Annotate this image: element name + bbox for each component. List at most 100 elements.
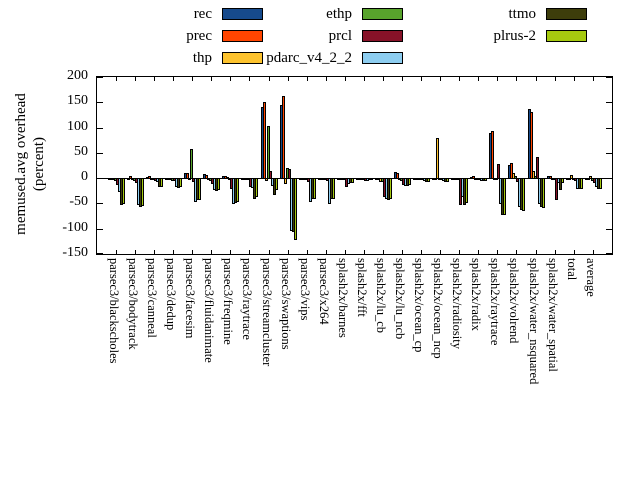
legend-label: prec: [186, 28, 212, 44]
x-axis-label: parsec3/swaptions: [279, 258, 293, 350]
y-tick: [97, 128, 103, 129]
bar-prec: [587, 178, 590, 180]
x-axis-label: parsec3/dedup: [164, 258, 178, 331]
x-tick-bottom: [230, 250, 231, 254]
x-tick-bottom: [440, 250, 441, 254]
legend-swatch: [546, 30, 587, 42]
legend-label: pdarc_v4_2_2: [266, 50, 352, 66]
x-axis-label: parsec3/bodytrack: [126, 258, 140, 350]
bar-plrus-2: [599, 178, 602, 189]
bar-ethp: [190, 149, 193, 179]
x-tick-bottom: [478, 250, 479, 254]
bar-thp: [265, 178, 268, 181]
bar-plrus-2: [503, 178, 506, 215]
bar-thp: [188, 178, 191, 180]
x-axis-label: splash2x/volrend: [507, 258, 521, 344]
x-tick-bottom: [249, 250, 250, 254]
x-tick-top: [364, 77, 365, 81]
zero-baseline: [97, 178, 612, 179]
legend-column: ttmo plrus-2: [430, 6, 587, 50]
bar-plrus-2: [198, 178, 201, 200]
legend-label: plrus-2: [493, 28, 537, 44]
x-tick-top: [211, 77, 212, 81]
x-axis-label: splash2x/radix: [469, 258, 483, 331]
x-tick-top: [269, 77, 270, 81]
bar-prcl: [555, 178, 558, 200]
x-axis-label: splash2x/lu_cb: [374, 258, 388, 333]
legend-item-prcl: prcl: [222, 28, 403, 44]
bar-prec: [186, 173, 189, 179]
x-axis-label: parsec3/facesim: [183, 258, 197, 339]
y-axis-tick-label: -100: [62, 220, 88, 235]
y-axis-tick-label: -50: [69, 194, 88, 209]
x-tick-top: [536, 77, 537, 81]
x-tick-top: [421, 77, 422, 81]
x-tick-bottom: [192, 250, 193, 254]
legend-label: rec: [193, 6, 212, 22]
bar-prec: [510, 163, 513, 179]
x-tick-top: [574, 77, 575, 81]
legend-swatch: [362, 52, 403, 64]
x-tick-top: [345, 77, 346, 81]
bar-plrus-2: [427, 178, 430, 182]
y-tick: [97, 253, 103, 254]
legend-item-rec: rec: [112, 6, 263, 22]
legend-swatch: [362, 8, 403, 20]
x-axis-label: splash2x/water_spatial: [546, 258, 560, 372]
bar-prec: [148, 176, 151, 179]
bar-prec: [205, 175, 208, 179]
y-tick: [97, 77, 103, 78]
y-tick: [606, 203, 612, 204]
bar-plrus-2: [561, 178, 564, 183]
legend-label: ttmo: [508, 6, 536, 22]
bar-plrus-2: [522, 178, 525, 211]
bar-prcl: [288, 169, 291, 179]
bar-plrus-2: [408, 178, 411, 185]
x-tick-top: [249, 77, 250, 81]
x-tick-bottom: [402, 250, 403, 254]
x-tick-bottom: [173, 250, 174, 254]
legend-item-ttmo: ttmo: [430, 6, 587, 22]
bar-plrus-2: [580, 178, 583, 189]
x-tick-top: [154, 77, 155, 81]
x-axis-label: splash2x/radiosity: [450, 258, 464, 349]
bar-prec: [263, 102, 266, 179]
bar-thp: [570, 175, 573, 179]
x-tick-bottom: [288, 250, 289, 254]
bar-plrus-2: [465, 178, 468, 203]
bar-prcl: [536, 157, 539, 179]
y-axis-title-line2: (percent): [31, 136, 47, 192]
bar-prec: [129, 176, 132, 179]
bar-thp: [436, 138, 439, 179]
y-tick: [97, 203, 103, 204]
x-axis-label: splash2x/fft: [355, 258, 369, 317]
x-tick-top: [173, 77, 174, 81]
x-tick-bottom: [364, 250, 365, 254]
bar-plrus-2: [141, 178, 144, 206]
y-axis-tick-label: 150: [67, 93, 88, 108]
chart-legend: rec prec thp ethp prcl pdarc_v4_2_2 ttmo plrus-…: [0, 6, 640, 68]
x-tick-top: [402, 77, 403, 81]
bar-ethp: [514, 176, 517, 179]
y-tick: [97, 229, 103, 230]
y-tick: [97, 102, 103, 103]
x-axis-label: parsec3/canneal: [145, 258, 159, 338]
x-axis-label: parsec3/x264: [317, 258, 331, 325]
x-tick-bottom: [116, 250, 117, 254]
x-tick-bottom: [516, 250, 517, 254]
legend-item-pdarc_v4_2_2: pdarc_v4_2_2: [222, 50, 403, 66]
x-tick-top: [497, 77, 498, 81]
bar-plrus-2: [542, 178, 545, 208]
x-tick-bottom: [593, 250, 594, 254]
bar-prec: [491, 131, 494, 179]
y-tick: [606, 128, 612, 129]
x-tick-top: [307, 77, 308, 81]
plot-area: [96, 76, 613, 255]
x-axis-label: parsec3/streamcluster: [260, 258, 274, 367]
bar-thp: [532, 171, 535, 179]
y-tick: [606, 102, 612, 103]
legend-column: ethp prcl pdarc_v4_2_2: [222, 6, 403, 72]
bar-plrus-2: [332, 178, 335, 199]
bar-prec: [282, 96, 285, 179]
x-tick-bottom: [154, 250, 155, 254]
